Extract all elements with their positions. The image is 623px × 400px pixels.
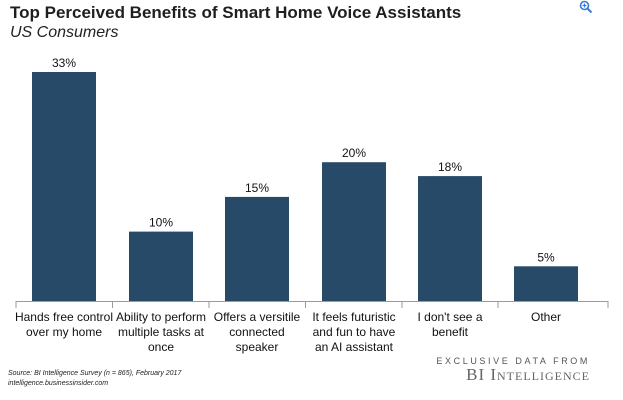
- category-label-line: Offers a versitile: [213, 310, 301, 324]
- category-label-line: I don't see a: [417, 310, 483, 324]
- bar: [32, 72, 96, 301]
- category-label: I don't see a benefit: [390, 310, 510, 340]
- category-label-line: Ability to perform: [115, 310, 207, 324]
- bar: [322, 162, 386, 301]
- bar: [514, 266, 578, 301]
- category-label: It feels futuristic and fun to have an AI …: [294, 310, 414, 355]
- category-label-line: and fun to have: [312, 325, 396, 339]
- category-label-line: Other: [530, 310, 561, 324]
- bar: [418, 176, 482, 301]
- source-note: Source: BI Intelligence Survey (n = 865)…: [8, 369, 181, 389]
- category-label: Offers a versitile connected speaker: [197, 310, 317, 355]
- zoom-in-icon[interactable]: [579, 0, 593, 14]
- category-label-line: connected: [229, 325, 285, 339]
- bar-value-label: 33%: [52, 56, 76, 70]
- chart-subtitle: US Consumers: [10, 24, 119, 41]
- bar-value-label: 18%: [438, 160, 462, 174]
- category-label: Hands free control over my home: [4, 310, 124, 340]
- category-label: Other: [486, 310, 606, 325]
- category-label-line: over my home: [25, 325, 103, 339]
- category-label-line: an AI assistant: [314, 340, 394, 354]
- category-label-line: benefit: [431, 325, 469, 339]
- brand-logo: BI Intelligence: [466, 365, 590, 384]
- bar: [129, 231, 193, 301]
- source-url: intelligence.businessinsider.com: [8, 380, 109, 387]
- bar-value-label: 20%: [342, 146, 366, 160]
- category-label: Ability to perform multiple tasks at once: [101, 310, 221, 355]
- source-line: Source: BI Intelligence Survey (n = 865)…: [8, 370, 182, 377]
- bar-value-label: 15%: [245, 181, 269, 195]
- bar-value-label: 10%: [149, 216, 173, 230]
- brand-tagline: EXCLUSIVE DATA FROM: [436, 356, 590, 366]
- category-label-line: Hands free control: [14, 310, 114, 324]
- bar-value-label: 5%: [537, 250, 555, 264]
- category-label-line: once: [147, 340, 175, 354]
- bar: [225, 196, 289, 301]
- category-label-line: speaker: [235, 340, 279, 354]
- category-label-line: multiple tasks at: [117, 325, 205, 339]
- chart-title: Top Perceived Benefits of Smart Home Voi…: [10, 3, 462, 22]
- category-label-line: It feels futuristic: [312, 310, 396, 324]
